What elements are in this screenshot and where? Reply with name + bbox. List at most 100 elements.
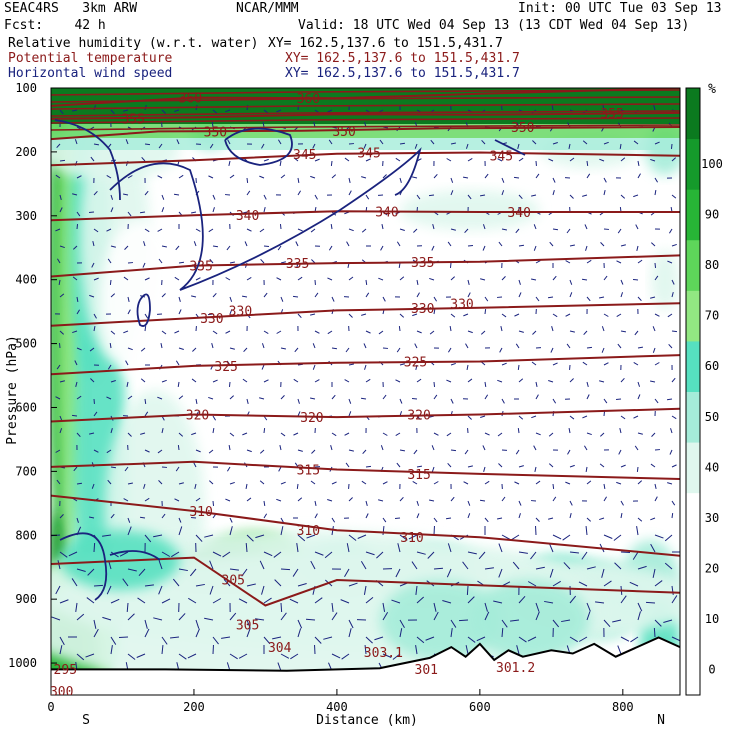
- wind-arrow: [263, 427, 266, 434]
- wind-arrow: [295, 241, 299, 247]
- wind-arrow: [599, 517, 605, 521]
- wind-arrow: [535, 432, 541, 436]
- wind-arrow: [482, 224, 486, 230]
- wind-arrow: [467, 636, 476, 643]
- wind-arrow: [478, 551, 486, 560]
- y-tick-label: 300: [15, 209, 37, 223]
- wind-arrow: [584, 224, 588, 230]
- wind-arrow: [374, 636, 384, 641]
- wind-arrow: [615, 398, 622, 401]
- theta-contour-label: 310: [189, 505, 212, 520]
- wind-arrow: [157, 449, 163, 454]
- wind-arrow: [511, 534, 520, 541]
- wind-arrow: [106, 174, 112, 179]
- wind-arrow: [297, 583, 307, 587]
- wind-arrow: [637, 602, 643, 612]
- wind-arrow: [91, 483, 95, 489]
- theta-contour-label: 350: [332, 125, 355, 140]
- wind-arrow: [518, 378, 524, 383]
- wind-arrow: [501, 362, 507, 366]
- wind-arrow: [76, 211, 81, 217]
- wind-arrow: [56, 479, 61, 485]
- wind-arrow: [110, 598, 120, 604]
- wind-arrow: [221, 636, 231, 639]
- wind-arrow: [464, 449, 469, 455]
- wind-arrow: [305, 618, 316, 621]
- wind-arrow: [74, 139, 78, 145]
- wind-arrow: [297, 449, 303, 452]
- wind-arrow: [174, 276, 180, 281]
- wind-arrow: [433, 611, 439, 621]
- wind-arrow: [110, 109, 115, 114]
- wind-arrow: [668, 228, 673, 234]
- wind-arrow: [518, 465, 524, 468]
- wind-arrow: [501, 190, 505, 196]
- wind-arrow: [664, 562, 673, 570]
- wind-arrow: [535, 566, 545, 570]
- wind-arrow: [499, 347, 503, 353]
- wind-arrow: [192, 347, 197, 352]
- init-time: Init: 00 UTC Tue 03 Sep 13: [518, 1, 722, 16]
- wind-arrow: [127, 395, 133, 400]
- wind-arrow: [331, 481, 337, 485]
- wind-arrow: [178, 432, 184, 437]
- wind-arrow: [535, 260, 541, 264]
- wind-arrow: [195, 497, 201, 502]
- wind-arrow: [498, 241, 503, 247]
- wind-arrow: [242, 432, 248, 436]
- wind-arrow: [501, 534, 511, 540]
- wind-arrow: [71, 578, 78, 587]
- wind-arrow: [106, 449, 112, 454]
- wind-arrow: [535, 602, 540, 612]
- wind-arrow: [126, 602, 129, 613]
- wind-arrow: [102, 616, 112, 621]
- wind-arrow: [161, 207, 165, 213]
- wind-arrow: [58, 279, 61, 286]
- wind-arrow: [212, 194, 216, 200]
- wind-arrow: [245, 483, 248, 490]
- wind-arrow: [395, 379, 401, 383]
- wind-arrow: [110, 636, 117, 645]
- wind-arrow: [348, 228, 354, 232]
- wind-arrow: [479, 499, 486, 502]
- wind-arrow: [463, 481, 469, 485]
- wind-arrow: [280, 174, 286, 179]
- wind-arrow: [228, 381, 231, 388]
- theta-contour-label: 330: [200, 312, 223, 327]
- wind-arrow: [433, 517, 438, 523]
- wind-arrow: [433, 381, 436, 388]
- wind-arrow: [102, 534, 112, 537]
- wind-arrow: [263, 379, 269, 383]
- wind-arrow: [586, 381, 589, 387]
- wind-arrow: [416, 551, 426, 555]
- wind-arrow: [363, 343, 367, 349]
- wind-arrow: [279, 223, 282, 230]
- wind-arrow: [620, 330, 627, 333]
- wind-arrow: [348, 398, 352, 404]
- theta-contour-label: 303.1: [364, 646, 403, 661]
- wind-arrow: [671, 194, 677, 199]
- colorbar-segment: [686, 189, 700, 241]
- wind-arrow: [123, 330, 129, 334]
- wind-arrow: [122, 578, 129, 587]
- wind-arrow: [209, 560, 214, 570]
- wind-arrow: [204, 617, 214, 621]
- wind-arrow: [294, 347, 299, 353]
- wind-arrow: [450, 313, 456, 318]
- wind-arrow: [516, 645, 520, 655]
- wind-arrow: [75, 602, 78, 612]
- wind-arrow: [603, 190, 606, 196]
- wind-arrow: [654, 313, 660, 317]
- wind-arrow: [484, 296, 489, 302]
- wind-arrow: [382, 432, 388, 436]
- wind-arrow: [327, 330, 333, 335]
- wind-arrow: [650, 517, 656, 521]
- colorbar-segment: [686, 442, 700, 494]
- wind-arrow: [175, 245, 180, 251]
- wind-arrow: [637, 173, 641, 179]
- wind-arrow: [415, 364, 418, 370]
- wind-arrow: [348, 534, 357, 541]
- wind-arrow: [204, 534, 214, 538]
- theta-contour-label: 340: [375, 205, 398, 220]
